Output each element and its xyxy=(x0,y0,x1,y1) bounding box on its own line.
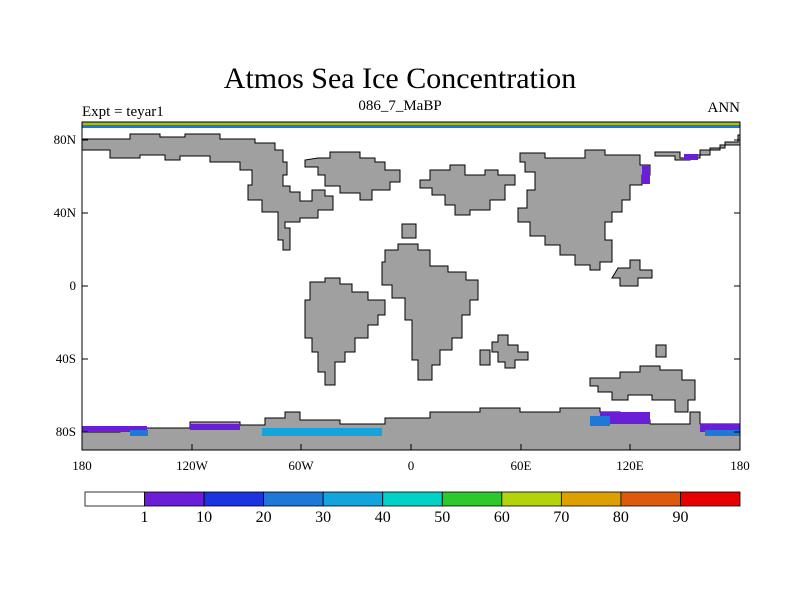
land-northeast-asia xyxy=(654,134,741,161)
colorbar-level-label: 50 xyxy=(434,509,451,526)
lon-label-120w: 120W xyxy=(176,458,208,473)
colorbar-swatch xyxy=(560,491,622,507)
ice-band-cyan-mid xyxy=(262,428,382,436)
ice-band-purple-mid xyxy=(190,424,240,430)
antarctic-sea-ice xyxy=(82,154,740,436)
arctic-ice-strip-blue xyxy=(82,125,740,128)
land-australia xyxy=(589,365,696,413)
experiment-label: Expt = teyar1 xyxy=(82,104,164,120)
arctic-ice-strip xyxy=(82,122,740,125)
land-antarctica xyxy=(81,407,741,451)
lat-label-80n: 80N xyxy=(53,132,76,147)
ice-band-purple-far-east xyxy=(700,424,740,432)
land-masses xyxy=(81,133,741,451)
ice-patch-arctic-2 xyxy=(684,154,698,160)
lon-label-60w: 60W xyxy=(288,458,314,473)
lon-label-120e: 120E xyxy=(616,458,644,473)
colorbar-swatch xyxy=(263,491,324,507)
colorbar-level-label: 90 xyxy=(672,509,689,526)
colorbar-level-label: 70 xyxy=(553,509,570,526)
period-label: 086_7_MaBP xyxy=(358,98,442,114)
colorbar-swatch xyxy=(382,491,443,507)
colorbar-swatch xyxy=(144,491,205,507)
ice-band-blue-east xyxy=(590,416,610,426)
colorbar-swatch xyxy=(620,491,681,507)
land-india xyxy=(491,334,529,369)
land-south-america xyxy=(304,277,386,386)
lat-label-40s: 40S xyxy=(55,351,76,366)
land-island-small xyxy=(401,223,417,239)
ice-patch-arctic xyxy=(642,166,650,184)
colorbar-swatch xyxy=(680,491,741,507)
colorbar-level-label: 80 xyxy=(612,509,629,526)
land-island-madagascar xyxy=(479,349,491,366)
season-label: ANN xyxy=(707,100,741,116)
lon-label-60e: 60E xyxy=(510,458,532,473)
ice-band-blue-west xyxy=(130,430,148,436)
colorbar-swatch xyxy=(501,491,562,507)
colorbar-swatch xyxy=(203,491,265,507)
lon-label-180w: 180 xyxy=(72,458,92,473)
axis-ticks xyxy=(82,139,740,450)
colorbar xyxy=(84,491,741,507)
lat-label-80s: 80S xyxy=(55,424,76,439)
lon-label-180e: 180 xyxy=(730,458,750,473)
lat-label-40n: 40N xyxy=(53,205,76,220)
colorbar-level-label: 40 xyxy=(374,509,391,526)
lon-label-0: 0 xyxy=(407,458,415,473)
land-africa xyxy=(381,243,479,381)
colorbar-level-label: 30 xyxy=(315,509,332,526)
ice-band-blue-far-east xyxy=(705,430,740,436)
colorbar-swatch xyxy=(84,491,145,507)
land-island-pacific xyxy=(655,344,667,358)
colorbar-level-label: 20 xyxy=(255,509,272,526)
land-europe xyxy=(304,151,401,201)
land-north-america xyxy=(81,133,334,251)
ice-band-purple-west xyxy=(82,426,147,432)
colorbar-level-label: 10 xyxy=(196,509,213,526)
colorbar-swatch xyxy=(322,491,384,507)
lat-label-0: 0 xyxy=(69,278,77,293)
land-southeast-asia xyxy=(611,259,653,287)
colorbar-swatch xyxy=(441,491,503,507)
colorbar-level-label: 1 xyxy=(140,509,149,526)
land-central-europe xyxy=(419,164,516,216)
colorbar-level-label: 60 xyxy=(493,509,510,526)
plot-title: Atmos Sea Ice Concentration xyxy=(223,62,577,95)
land-asia xyxy=(517,149,651,271)
ice-band-purple-east xyxy=(600,412,650,424)
